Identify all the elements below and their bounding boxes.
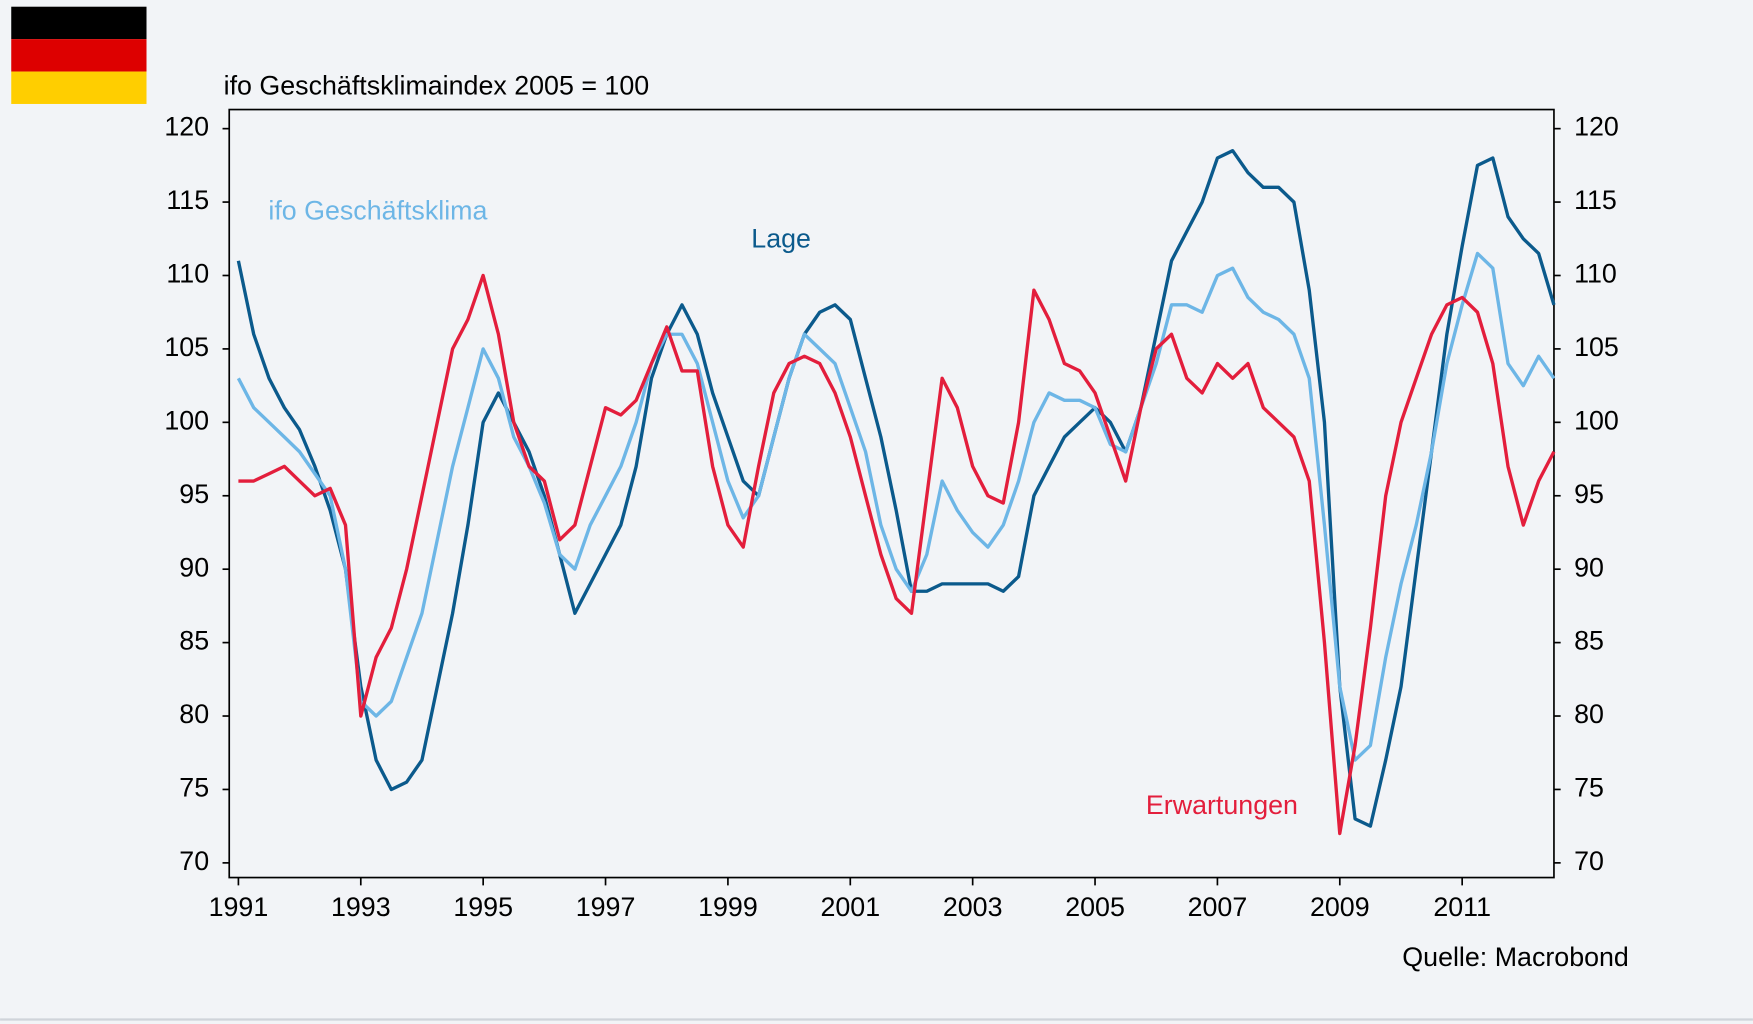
y-tick-label: 75	[179, 773, 209, 803]
x-tick-label: 1991	[209, 892, 269, 922]
series-line	[236, 149, 1556, 828]
y2-tick-label: 110	[1574, 259, 1617, 289]
y-tick-label: 80	[179, 699, 209, 729]
y-tick-label: 90	[179, 552, 209, 582]
x-tick-label: 2005	[1065, 892, 1125, 922]
y-tick-label: 110	[166, 259, 209, 289]
y-tick-label: 70	[179, 846, 209, 876]
y2-tick-label: 115	[1574, 185, 1617, 215]
x-tick-label: 1993	[331, 892, 391, 922]
x-tick-label: 2003	[943, 892, 1003, 922]
y2-tick-label: 95	[1574, 479, 1604, 509]
y-tick-label: 85	[179, 626, 209, 656]
y-tick-label: 100	[164, 405, 209, 435]
y2-tick-label: 90	[1574, 552, 1604, 582]
flag-red	[11, 39, 147, 72]
y2-tick-label: 100	[1574, 405, 1619, 435]
x-tick-label: 1999	[698, 892, 758, 922]
x-tick-label: 2001	[820, 892, 880, 922]
series-line	[238, 273, 1556, 836]
y-tick-label: 105	[164, 332, 209, 362]
y2-tick-label: 80	[1574, 699, 1604, 729]
y-tick-label: 95	[179, 479, 209, 509]
y-tick-label: 115	[166, 185, 209, 215]
series-label: Lage	[751, 223, 811, 253]
y2-tick-label: 75	[1574, 773, 1604, 803]
flag-gold	[11, 71, 147, 104]
y2-tick-label: 105	[1574, 332, 1619, 362]
y2-tick-label: 120	[1574, 112, 1619, 142]
y-axis-title: ifo Geschäftsklimaindex 2005 = 100	[224, 70, 650, 100]
x-tick-label: 1995	[453, 892, 513, 922]
plot-area	[228, 108, 1555, 879]
x-tick-label: 2007	[1188, 892, 1248, 922]
flag-black	[11, 6, 147, 40]
x-tick-label: 2011	[1433, 892, 1491, 922]
series-line	[236, 251, 1556, 762]
y-tick-label: 120	[164, 112, 209, 142]
y2-tick-label: 85	[1574, 626, 1604, 656]
source: Quelle: Macrobond	[1402, 942, 1629, 972]
y2-tick-label: 70	[1574, 846, 1604, 876]
x-tick-label: 1997	[576, 892, 636, 922]
x-tick-label: 2009	[1310, 892, 1370, 922]
series-label: Erwartungen	[1146, 790, 1298, 820]
series-label: ifo Geschäftsklima	[268, 195, 487, 225]
